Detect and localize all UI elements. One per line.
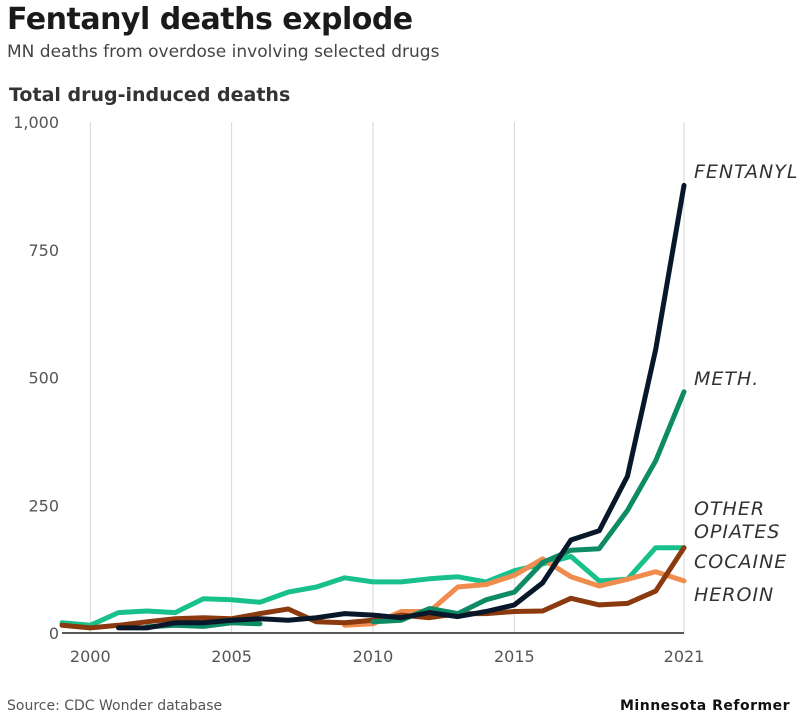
brand-logo: Minnesota Reformer <box>620 698 790 714</box>
series-label-other-opiates: OPIATES <box>694 521 780 543</box>
series-label-heroin: HEROIN <box>694 584 774 606</box>
series-label-other-opiates: OTHER <box>694 498 765 520</box>
source-note: Source: CDC Wonder database <box>7 698 223 714</box>
chart-axis: 0 250 500 750 1,000 2000 2005 2010 2015 2021 <box>13 113 704 666</box>
series-line-other-opiates <box>59 545 687 628</box>
series-label-fentanyl: FENTANYL <box>694 161 798 183</box>
y-tick-label: 0 <box>49 624 59 643</box>
series-line-meth <box>144 389 687 630</box>
chart-title: Total drug-induced deaths <box>9 84 291 106</box>
page-title: Fentanyl deaths explode <box>7 2 413 37</box>
x-tick-label: 2021 <box>664 647 705 666</box>
series-label-meth: METH. <box>694 368 759 390</box>
x-tick-label: 2000 <box>70 647 111 666</box>
y-tick-label: 250 <box>28 496 59 515</box>
x-tick-label: 2015 <box>494 647 535 666</box>
chart-grid <box>89 122 685 633</box>
chart-series <box>59 182 687 631</box>
x-tick-label: 2010 <box>353 647 394 666</box>
series-line-fentanyl <box>116 182 687 631</box>
y-tick-label: 750 <box>28 241 59 260</box>
page-subtitle: MN deaths from overdose involving select… <box>7 42 440 62</box>
y-tick-label: 1,000 <box>13 113 59 132</box>
series-label-cocaine: COCAINE <box>694 551 787 573</box>
x-tick-label: 2005 <box>211 647 252 666</box>
y-tick-label: 500 <box>28 369 59 388</box>
series-line-heroin <box>342 556 687 628</box>
